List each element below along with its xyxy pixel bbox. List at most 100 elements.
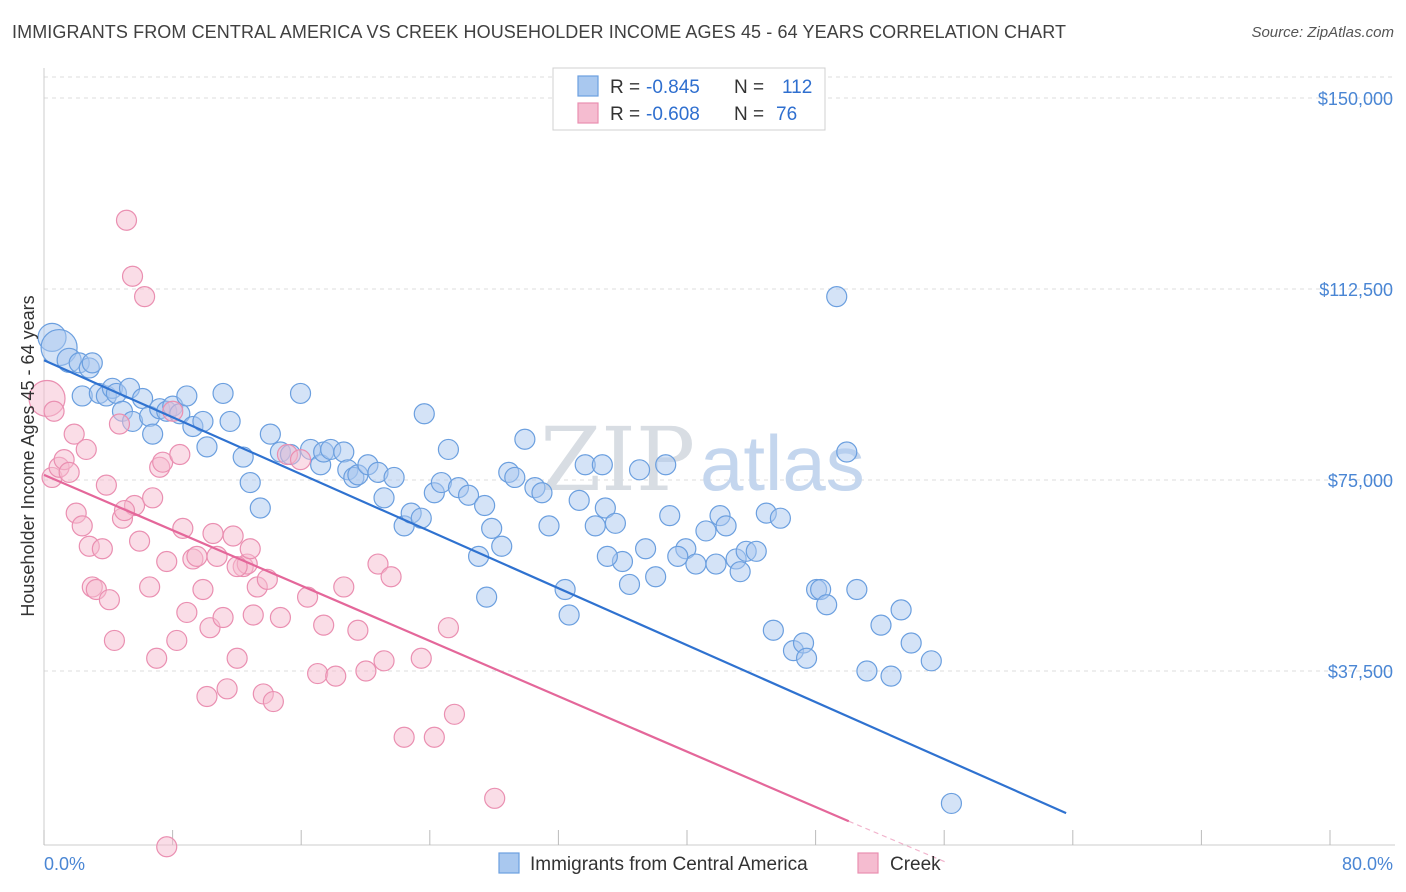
point-creek — [166, 629, 188, 652]
point-central-america — [920, 650, 942, 672]
source-credit: Source: ZipAtlas.com — [1251, 24, 1394, 41]
point-creek — [156, 836, 178, 858]
point-central-america — [729, 561, 751, 583]
chart-title: IMMIGRANTS FROM CENTRAL AMERICA VS CREEK… — [12, 22, 1067, 42]
trend-line-central-america — [43, 359, 1067, 815]
trend-line-creek — [43, 473, 850, 823]
point-creek — [222, 525, 244, 547]
point-creek — [156, 550, 178, 573]
point-creek — [347, 619, 369, 641]
point-creek — [212, 606, 234, 629]
point-central-america — [383, 466, 405, 489]
point-central-america — [142, 423, 164, 445]
point-central-america — [584, 515, 606, 537]
grid-layer — [44, 76, 1395, 672]
point-central-america — [596, 545, 618, 568]
point-central-america — [826, 286, 848, 308]
point-creek — [186, 545, 208, 568]
x-tick-labels: 0.0% 80.0% — [44, 854, 1393, 874]
legend-r-value-2: -0.608 — [646, 104, 700, 125]
point-central-america — [762, 619, 784, 641]
point-central-america — [634, 538, 657, 560]
point-creek — [128, 530, 151, 552]
trend-layer — [43, 359, 1067, 863]
point-central-america — [333, 441, 355, 463]
x-tick-label-min: 0.0% — [44, 854, 85, 874]
bottom-legend-swatch-blue — [498, 852, 520, 874]
point-central-america — [685, 553, 707, 575]
point-central-america — [259, 423, 281, 445]
point-creek — [176, 601, 198, 624]
point-creek — [242, 604, 264, 626]
point-creek — [437, 617, 460, 639]
point-creek — [169, 443, 191, 466]
point-creek — [269, 606, 292, 629]
point-creek — [103, 629, 126, 652]
point-central-america — [695, 520, 717, 542]
point-central-america — [373, 487, 395, 509]
point-central-america — [659, 505, 681, 527]
point-central-america — [816, 594, 838, 616]
point-creek — [262, 690, 284, 713]
points-layer — [28, 209, 963, 858]
point-central-america — [856, 660, 878, 682]
point-central-america — [628, 459, 651, 481]
point-central-america — [413, 403, 435, 425]
point-central-america — [538, 515, 560, 537]
point-creek — [410, 647, 432, 669]
legend-n-value-2: 76 — [776, 104, 797, 125]
point-creek — [443, 703, 466, 725]
point-central-america — [667, 545, 689, 568]
bottom-legend-swatch-pink — [857, 852, 879, 874]
legend-r-label-2: R = — [610, 104, 640, 125]
point-central-america — [437, 438, 460, 461]
legend-n-value-1: 112 — [782, 77, 812, 98]
point-central-america — [504, 466, 526, 489]
y-axis-label: Householder Income Ages 45 - 64 years — [18, 295, 38, 616]
point-central-america — [900, 632, 922, 654]
point-central-america — [554, 578, 576, 601]
x-tick-label-max: 80.0% — [1342, 854, 1393, 874]
point-creek — [108, 413, 131, 435]
point-creek — [58, 461, 80, 483]
point-central-america — [476, 586, 498, 608]
point-creek — [142, 487, 164, 509]
point-creek — [239, 538, 261, 560]
point-creek — [75, 438, 97, 461]
point-central-america — [594, 497, 616, 519]
point-creek — [121, 265, 144, 287]
point-creek — [115, 209, 138, 231]
point-central-america — [457, 484, 480, 506]
correlation-legend: R = -0.845 N = 112 R = -0.608 N = 76 — [552, 67, 826, 131]
point-central-america — [645, 566, 667, 588]
y-tick-labels: $37,500 $75,000 $112,500 $150,000 — [1318, 89, 1393, 682]
point-creek — [98, 589, 120, 611]
point-creek — [139, 576, 161, 598]
y-tick-label: $150,000 — [1318, 89, 1393, 109]
point-central-america — [219, 410, 241, 433]
point-central-america — [715, 515, 737, 537]
y-tick-label: $75,000 — [1328, 471, 1393, 491]
point-central-america — [890, 599, 912, 621]
point-central-america — [769, 507, 791, 529]
point-creek — [256, 568, 278, 590]
legend-swatch-pink — [577, 102, 599, 124]
point-creek — [63, 423, 85, 445]
point-central-america — [846, 578, 868, 601]
point-central-america — [289, 382, 312, 405]
point-central-america — [940, 792, 963, 815]
point-central-america — [531, 482, 553, 504]
point-creek — [196, 685, 218, 708]
point-creek — [296, 586, 319, 608]
legend-swatch-blue — [577, 75, 599, 97]
point-central-america — [568, 489, 590, 511]
point-creek — [134, 286, 156, 308]
y-tick-label: $112,500 — [1319, 280, 1393, 300]
point-creek — [313, 614, 335, 636]
point-creek — [202, 522, 224, 545]
point-central-america — [176, 385, 198, 407]
point-creek — [393, 726, 415, 748]
point-central-america — [239, 471, 261, 494]
watermark-atlas: atlas — [700, 419, 865, 507]
